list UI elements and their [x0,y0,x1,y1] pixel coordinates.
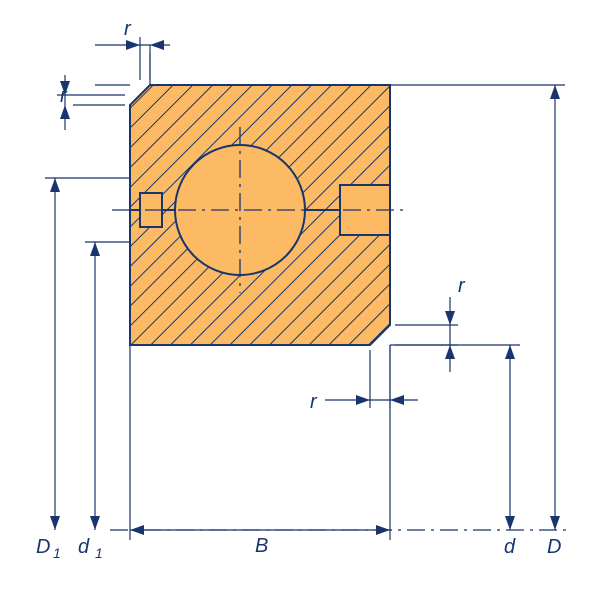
dim-label-r-bot-v: r [458,275,466,297]
dim-label-d1: d [78,536,90,558]
bearing-cross-section-diagram: BDdD1d1rrrr [0,0,600,600]
dim-label-r-top-h: r [124,18,132,40]
dim-label-D1-sub: 1 [53,545,61,561]
dim-label-D1: D [36,536,50,558]
dim-label-B: B [255,535,268,557]
dim-label-D: D [547,536,561,558]
dim-label-d1-sub: 1 [95,545,103,561]
dim-label-r-bot-h: r [310,391,318,413]
dim-label-d: d [504,536,516,558]
